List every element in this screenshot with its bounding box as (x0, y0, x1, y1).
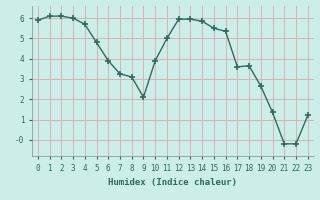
X-axis label: Humidex (Indice chaleur): Humidex (Indice chaleur) (108, 178, 237, 187)
